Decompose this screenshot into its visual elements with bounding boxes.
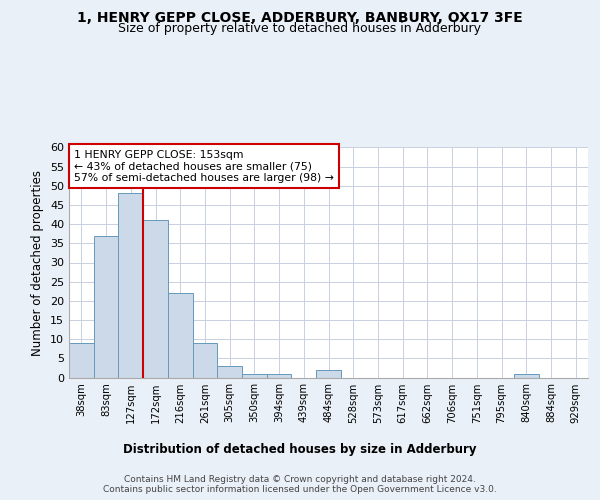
Bar [217, 366, 242, 378]
Bar [94, 236, 118, 378]
Bar [168, 293, 193, 378]
Text: Size of property relative to detached houses in Adderbury: Size of property relative to detached ho… [119, 22, 482, 35]
Y-axis label: Number of detached properties: Number of detached properties [31, 170, 44, 356]
Bar [514, 374, 539, 378]
Bar [69, 343, 94, 378]
Bar [193, 343, 217, 378]
Text: Contains HM Land Registry data © Crown copyright and database right 2024.
Contai: Contains HM Land Registry data © Crown c… [103, 474, 497, 494]
Text: 1, HENRY GEPP CLOSE, ADDERBURY, BANBURY, OX17 3FE: 1, HENRY GEPP CLOSE, ADDERBURY, BANBURY,… [77, 11, 523, 25]
Bar [242, 374, 267, 378]
Bar [267, 374, 292, 378]
Text: Distribution of detached houses by size in Adderbury: Distribution of detached houses by size … [123, 442, 477, 456]
Bar [118, 194, 143, 378]
Text: 1 HENRY GEPP CLOSE: 153sqm
← 43% of detached houses are smaller (75)
57% of semi: 1 HENRY GEPP CLOSE: 153sqm ← 43% of deta… [74, 150, 334, 183]
Bar [143, 220, 168, 378]
Bar [316, 370, 341, 378]
